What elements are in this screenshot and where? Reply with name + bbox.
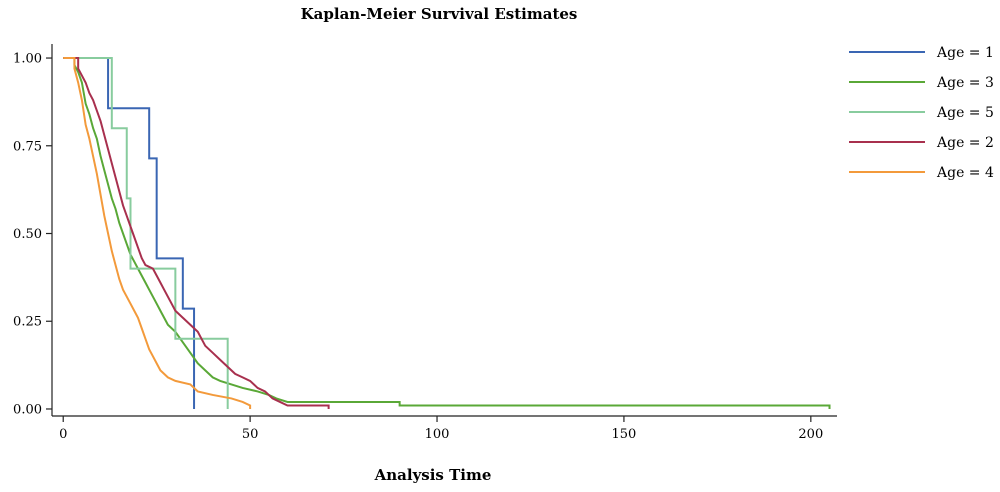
x-tick-label: 0 — [59, 427, 67, 442]
legend: Age = 1 Age = 3 Age = 5 Age = 2 Age = 4 — [849, 45, 994, 181]
y-tick-label: 0.75 — [13, 139, 42, 154]
survival-curve-age-4 — [63, 57, 252, 409]
survival-curve-age-2 — [63, 57, 330, 409]
x-tick-label: 100 — [425, 427, 450, 442]
x-tick-label: 150 — [612, 427, 637, 442]
x-tick-label: 200 — [798, 427, 823, 442]
y-tick-label: 0.50 — [13, 227, 42, 242]
y-tick-label: 1.00 — [13, 52, 42, 67]
y-tick-label: 0.00 — [13, 402, 42, 417]
axes — [51, 44, 837, 417]
survival-curves — [63, 57, 831, 409]
legend-label: Age = 5 — [936, 105, 994, 121]
legend-label: Age = 2 — [936, 135, 994, 151]
y-tick-label: 0.25 — [13, 315, 42, 330]
legend-label: Age = 4 — [936, 165, 994, 181]
x-axis-label: Analysis Time — [374, 466, 492, 484]
survival-curve-age-5 — [63, 57, 229, 409]
legend-label: Age = 3 — [936, 75, 994, 91]
y-axis-ticks: 0.00 0.25 0.50 0.75 1.00 — [13, 52, 52, 417]
legend-label: Age = 1 — [936, 45, 994, 61]
survival-curve-age-1 — [63, 57, 196, 409]
survival-curve-age-3 — [63, 57, 831, 409]
x-tick-label: 50 — [242, 427, 259, 442]
x-axis-ticks: 0 50 100 150 200 — [59, 416, 823, 442]
chart-title: Kaplan-Meier Survival Estimates — [301, 5, 578, 23]
